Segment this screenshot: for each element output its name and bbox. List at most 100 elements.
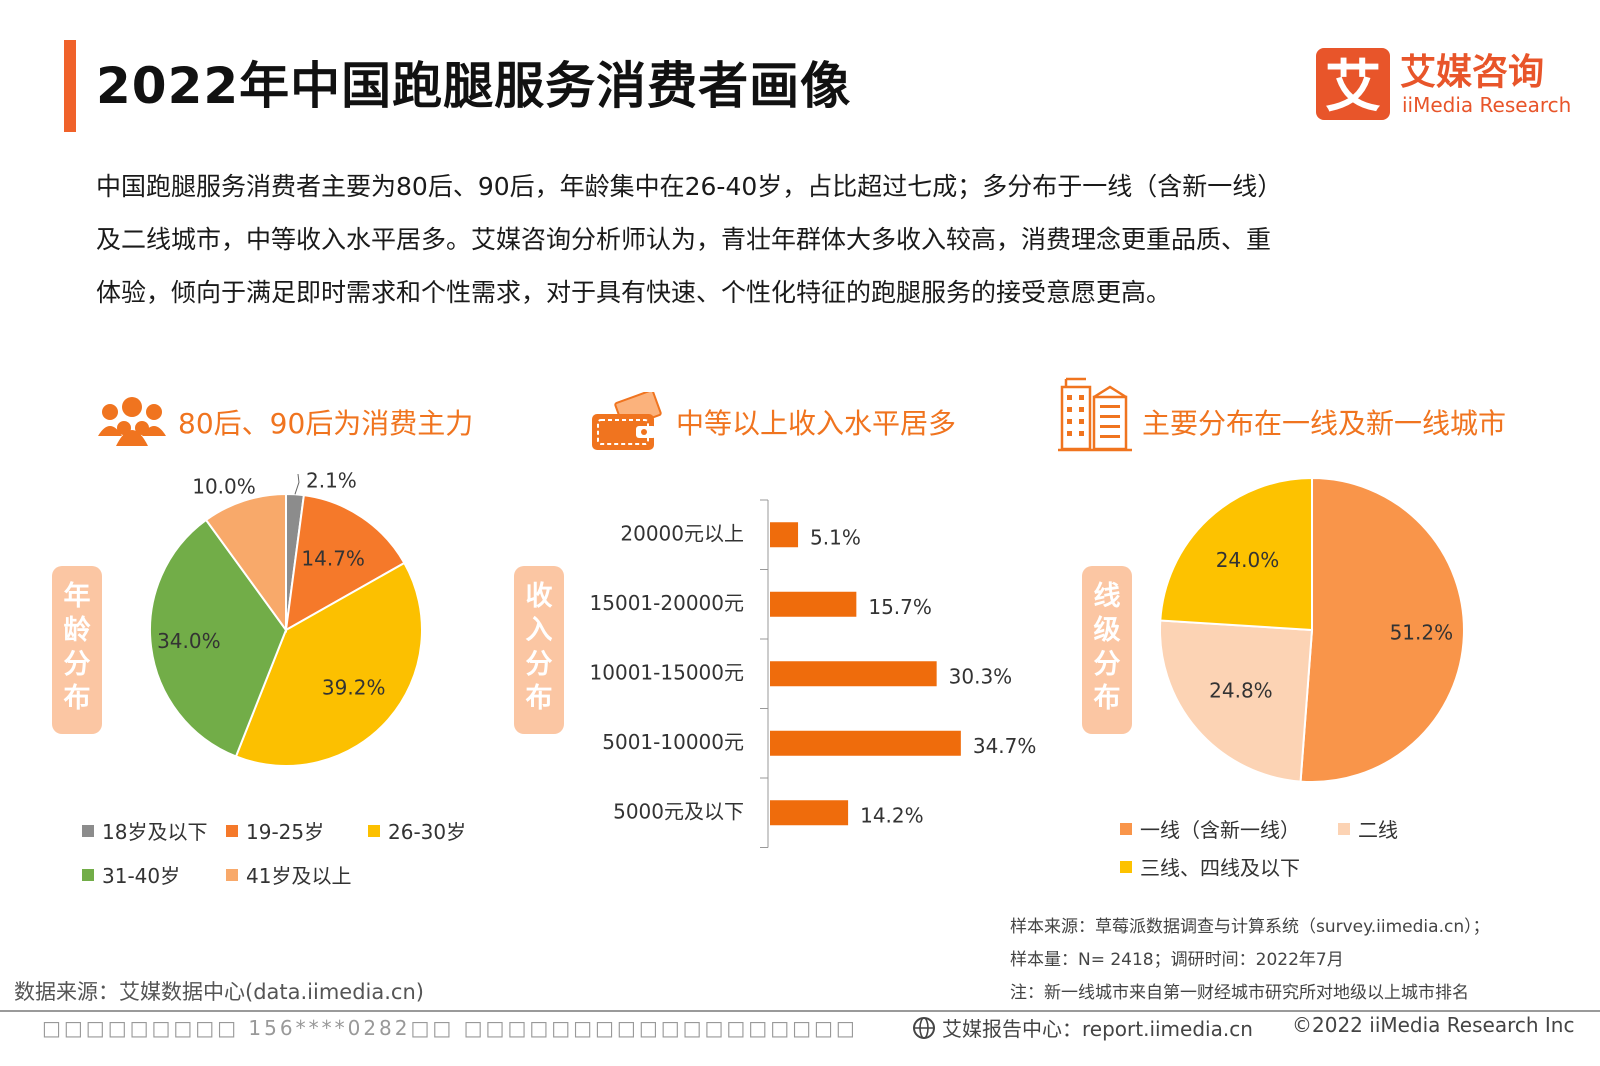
pie-value-label: 14.7% [301,547,365,571]
city-pie-chart: 51.2% 24.8% 24.0% [1159,476,1465,783]
summary-line: 及二线城市，中等收入水平居多。艾媒咨询分析师认为，青壮年群体大多收入较高，消费理… [96,225,1272,254]
footer-copyright: ©2022 iiMedia Research Inc [1292,1013,1575,1037]
income-vertical-label: 收 入 分 布 [514,566,564,734]
vlabel-char: 级 [1093,615,1121,646]
bar-category-label: 10001-15000元 [590,660,744,684]
vlabel-char: 龄 [63,615,91,646]
pie-slice [1299,476,1465,783]
legend-swatch [1338,822,1350,835]
vlabel-char: 入 [525,615,553,646]
income-bar-chart: 20000元以上 5.1% 15001-20000元 15.7% 10001-15000… [590,499,1037,848]
legend-item: 18岁及以下 [82,816,207,845]
vlabel-char: 收 [525,581,553,612]
bar-category-label: 5001-10000元 [602,730,744,754]
pie-value-label: 10.0% [192,475,256,499]
note-city-ranking: 注：新一线城市来自第一财经城市研究所对地级以上城市排名 [1010,983,1469,1003]
legend-label: 三线、四线及以下 [1140,856,1300,880]
legend-item: 41岁及以上 [226,860,351,889]
note-sample: 样本量：N= 2418；调研时间：2022年7月 [1010,950,1344,970]
legend-swatch [226,824,238,837]
footer-watermark: □□□□□□□□□ 156****0282□□ □□□□□□□□□□□□□□□□… [42,1016,858,1040]
section-income-title: 中等以上收入水平居多 [676,407,957,440]
vlabel-char: 分 [525,649,553,680]
legend-swatch [368,824,380,837]
vlabel-char: 分 [63,649,91,680]
age-vertical-label: 年 龄 分 布 [52,566,102,734]
vlabel-char: 布 [63,683,91,714]
section-income-head: 中等以上收入水平居多 [590,392,956,452]
pie-slice [234,561,423,767]
income-bar [770,591,857,617]
legend-label: 19-25岁 [246,820,325,844]
iimedia-logo: 艾 艾媒咨询 iiMedia Research [1316,48,1571,120]
section-city-title: 主要分布在一线及新一线城市 [1142,407,1507,440]
legend-swatch [82,868,94,881]
footer-report-link[interactable]: 艾媒报告中心：report.iimedia.cn [912,1013,1253,1042]
legend-item: 二线 [1338,814,1398,843]
logo-cn: 艾媒咨询 [1400,52,1544,93]
people-group-icon [98,397,166,446]
age-pie-chart: 2.1% 14.7% 39.2% 34.0% 10.0% [149,469,423,767]
legend-item: 三线、四线及以下 [1120,852,1300,881]
logo-char: 艾 [1325,55,1381,120]
legend-label: 26-30岁 [388,820,467,844]
data-source: 数据来源：艾媒数据中心(data.iimedia.cn) [14,980,424,1004]
bar-value-label: 5.1% [810,525,861,549]
note-source: 样本来源：草莓派数据调查与计算系统（survey.iimedia.cn）； [1010,917,1490,937]
vlabel-char: 线 [1093,581,1121,612]
city-vertical-label: 线 级 分 布 [1082,566,1132,734]
section-age-title: 80后、90后为消费主力 [178,407,474,440]
pie-leader-line [294,473,300,495]
legend-item: 19-25岁 [226,816,324,845]
page-title: 2022年中国跑腿服务消费者画像 [96,57,852,115]
pie-value-label: 34.0% [157,629,221,653]
logo-en: iiMedia Research [1402,93,1571,117]
summary-line: 中国跑腿服务消费者主要为80后、90后，年龄集中在26-40岁，占比超过七成；多… [96,172,1283,201]
legend-label: 二线 [1358,818,1398,842]
vlabel-char: 布 [525,683,553,714]
bar-category-label: 15001-20000元 [590,591,744,615]
legend-swatch [82,824,94,837]
pie-value-label: 24.8% [1209,678,1273,702]
income-bar [770,800,849,826]
bar-value-label: 15.7% [868,595,932,619]
title-accent-bar [64,40,76,132]
footer-divider [0,1010,1600,1012]
bar-value-label: 30.3% [949,664,1013,688]
section-age-head: 80后、90后为消费主力 [96,392,473,452]
pie-slice [1159,619,1314,783]
section-city-head: 主要分布在一线及新一线城市 [1058,377,1507,452]
bar-value-label: 34.7% [973,734,1037,758]
legend-item: 31-40岁 [82,860,180,889]
bar-category-label: 20000元以上 [620,521,744,545]
vlabel-char: 布 [1093,683,1121,714]
vlabel-char: 年 [63,581,91,612]
legend-label: 18岁及以下 [102,820,208,844]
pie-value-label: 39.2% [322,675,386,699]
legend-swatch [1120,822,1132,835]
legend-item: 26-30岁 [368,816,466,845]
logo-mark [1316,48,1390,120]
pie-value-label: 2.1% [306,469,357,493]
pie-slice [204,492,287,634]
summary-line: 体验，倾向于满足即时需求和个性需求，对于具有快速、个性化特征的跑腿服务的接受意愿… [96,278,1172,307]
bar-category-label: 5000元及以下 [613,799,744,823]
income-bar [770,730,961,756]
globe-icon [913,1016,935,1039]
pie-value-label: 51.2% [1390,621,1454,645]
pie-value-label: 24.0% [1216,548,1280,572]
legend-label: 41岁及以上 [246,864,352,888]
footer-report-text: 艾媒报告中心：report.iimedia.cn [942,1017,1253,1041]
legend-label: 一线（含新一线） [1140,818,1300,842]
summary-paragraph: 中国跑腿服务消费者主要为80后、90后，年龄集中在26-40岁，占比超过七成；多… [96,160,1536,319]
legend-item: 一线（含新一线） [1120,814,1300,843]
legend-swatch [226,868,238,881]
legend-swatch [1120,860,1132,873]
bar-value-label: 14.2% [860,803,924,827]
pie-slice [1159,476,1313,632]
income-bar [770,522,799,548]
pie-slice [284,494,406,632]
wallet-icon [592,392,662,450]
buildings-icon [1058,377,1132,452]
income-bar [770,661,937,687]
